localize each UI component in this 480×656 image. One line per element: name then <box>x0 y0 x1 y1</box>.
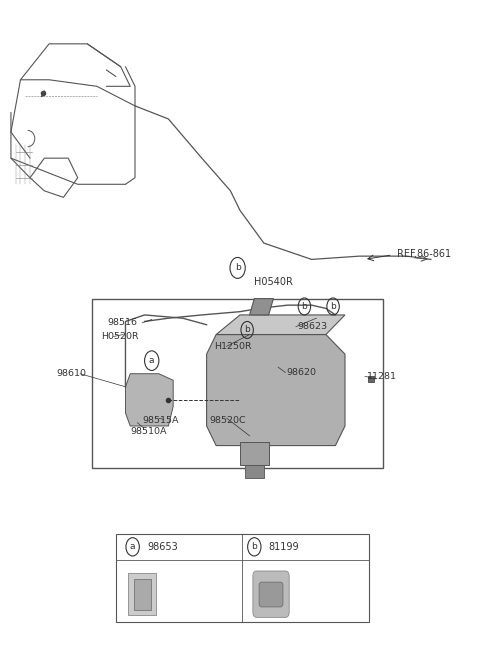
Text: REF.86-861: REF.86-861 <box>397 249 452 259</box>
Text: H1250R: H1250R <box>214 342 252 351</box>
Text: 98520C: 98520C <box>209 417 246 425</box>
Text: 98610: 98610 <box>56 369 86 379</box>
Text: 11281: 11281 <box>366 372 396 381</box>
Polygon shape <box>206 335 345 445</box>
Text: b: b <box>330 302 336 311</box>
Text: b: b <box>252 543 257 551</box>
Text: 98516: 98516 <box>108 318 137 327</box>
FancyBboxPatch shape <box>259 582 283 607</box>
Text: 98653: 98653 <box>147 542 178 552</box>
Text: H0540R: H0540R <box>254 277 293 287</box>
Text: b: b <box>235 264 240 272</box>
FancyBboxPatch shape <box>128 573 156 615</box>
Text: b: b <box>244 325 250 335</box>
Text: a: a <box>130 543 135 551</box>
Text: 98620: 98620 <box>287 368 317 377</box>
Polygon shape <box>245 465 264 478</box>
Text: 98623: 98623 <box>297 322 327 331</box>
Text: b: b <box>301 302 307 311</box>
Text: 81199: 81199 <box>269 542 299 552</box>
Text: 98510A: 98510A <box>130 426 167 436</box>
Text: 98515A: 98515A <box>142 417 179 425</box>
Polygon shape <box>216 315 345 335</box>
Polygon shape <box>125 374 173 426</box>
FancyBboxPatch shape <box>253 571 289 617</box>
Text: H0520R: H0520R <box>102 332 139 341</box>
Polygon shape <box>250 298 274 315</box>
Text: a: a <box>149 356 155 365</box>
FancyBboxPatch shape <box>133 579 151 609</box>
Polygon shape <box>240 442 269 465</box>
